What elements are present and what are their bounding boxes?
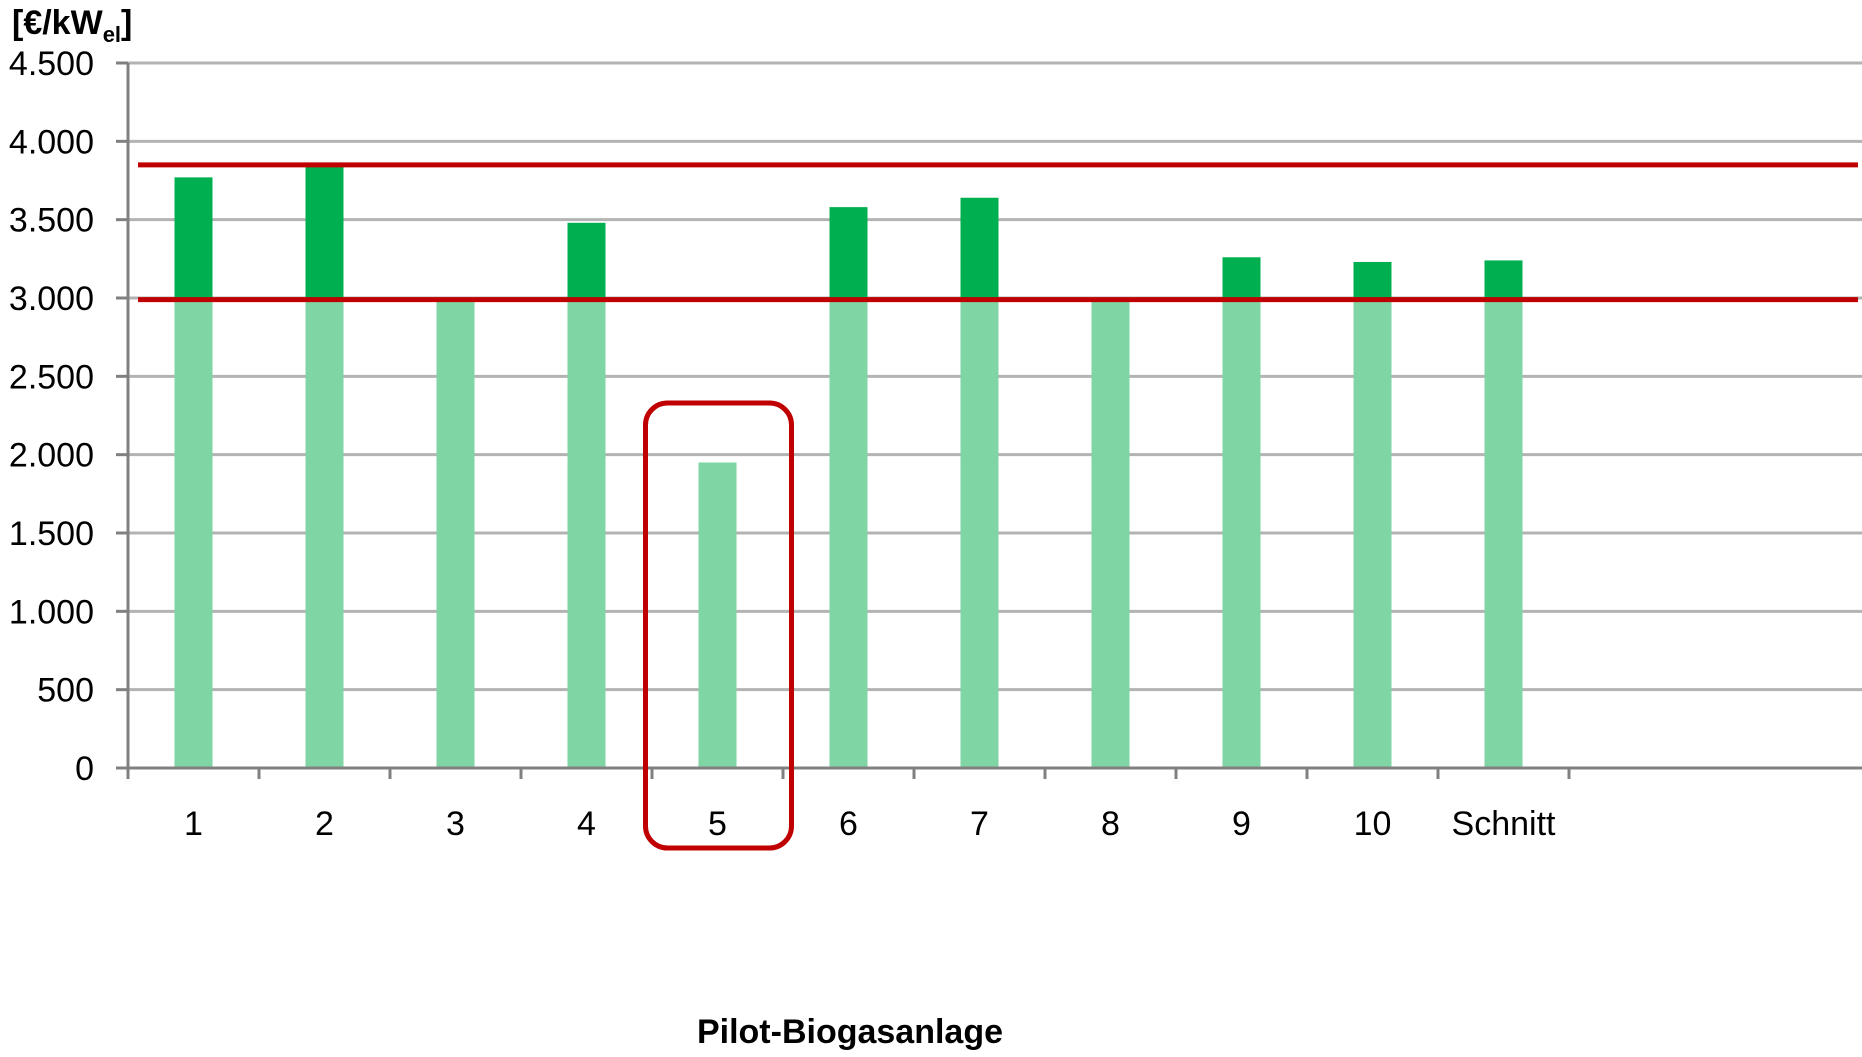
x-tick-label: 10: [1354, 805, 1392, 843]
bar-segment: [174, 298, 213, 768]
x-tick-label: 7: [970, 805, 989, 843]
y-tick-label: 4.500: [9, 45, 94, 83]
x-tick-label: 3: [446, 805, 465, 843]
bar-segment: [567, 222, 606, 298]
x-tick-label: 2: [315, 805, 334, 843]
bar-segment: [174, 177, 213, 298]
bar-segment: [829, 298, 868, 768]
bar-segment: [305, 298, 344, 768]
y-axis-unit-main: [€/kW: [12, 4, 104, 42]
bar-segment: [829, 207, 868, 298]
bar-segment: [1484, 260, 1523, 298]
x-tick-label: 8: [1101, 805, 1120, 843]
y-tick-label: 4.000: [9, 123, 94, 161]
y-tick-label: 0: [75, 750, 94, 788]
x-axis-title: Pilot-Biogasanlage: [697, 1013, 1003, 1051]
bar-segment: [436, 298, 475, 768]
x-tick-label: 6: [839, 805, 858, 843]
bar-segment: [1222, 257, 1261, 298]
y-tick-label: 1.500: [9, 515, 94, 553]
y-tick-label: 1.000: [9, 593, 94, 631]
y-axis-unit-label: [€/kWel]: [12, 4, 132, 47]
y-tick-label: 3.000: [9, 280, 94, 318]
bars: [174, 166, 1523, 768]
highlight-box: [643, 400, 794, 851]
y-tick-labels: 0 500 1.000 1.500 2.000 2.500 3.000 3.500 4.000 4…: [9, 45, 94, 788]
bar-segment: [960, 298, 999, 768]
bar-segment: [567, 298, 606, 768]
x-tick-label: 4: [577, 805, 596, 843]
x-tick-label: 5: [708, 805, 727, 843]
reference-lines: [138, 162, 1858, 303]
bar-segment: [305, 166, 344, 298]
x-tick-label: Schnitt: [1452, 805, 1556, 843]
bar-segment: [960, 197, 999, 298]
y-axis-unit-suffix: ]: [121, 4, 132, 42]
bar-segment: [1353, 298, 1392, 768]
bar-segment: [1353, 261, 1392, 298]
y-axis-unit-subscript: el: [103, 22, 121, 47]
y-tick-label: 3.500: [9, 202, 94, 240]
x-tick-label: 9: [1232, 805, 1251, 843]
bar-segment: [698, 462, 737, 768]
axes: [116, 61, 1862, 779]
y-tick-label: 2.500: [9, 358, 94, 396]
x-tick-labels: 1 2 3 4 5 6 7 8 9 10 Schnitt: [184, 805, 1556, 843]
bar-segment: [1091, 298, 1130, 768]
x-tick-label: 1: [184, 805, 203, 843]
y-tick-label: 2.000: [9, 437, 94, 475]
bar-segment: [1484, 298, 1523, 768]
y-tick-label: 500: [37, 672, 94, 710]
bar-segment: [1222, 298, 1261, 768]
